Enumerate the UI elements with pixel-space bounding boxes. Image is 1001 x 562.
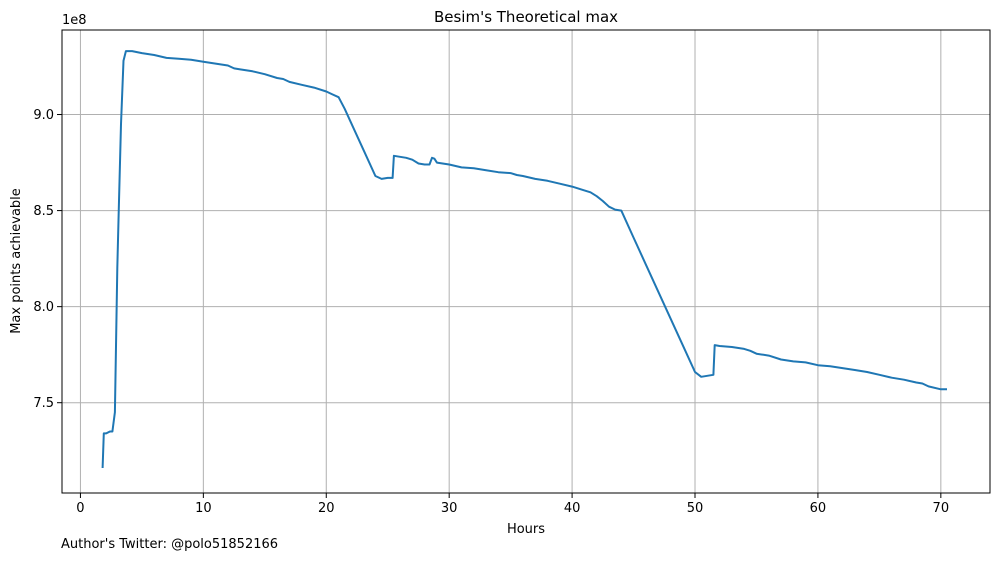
series-layer (101, 50, 947, 469)
y-tick-label: 8.5 (33, 204, 54, 219)
y-tick-label: 8.0 (33, 300, 54, 315)
x-tick-label: 70 (933, 501, 950, 516)
grid (62, 30, 990, 493)
y-axis-label: Max points achievable (9, 188, 24, 334)
y-tick-label: 9.0 (33, 108, 54, 123)
y-tick-label: 7.5 (33, 396, 54, 411)
x-tick-label: 10 (195, 501, 212, 516)
x-tick-label: 50 (687, 501, 704, 516)
x-tick-label: 30 (441, 501, 458, 516)
y-offset-text: 1e8 (62, 13, 87, 28)
x-axis-label: Hours (507, 522, 545, 537)
x-tick-label: 20 (318, 501, 335, 516)
x-tick-label: 0 (76, 501, 84, 516)
x-tick-label: 40 (564, 501, 581, 516)
chart-title: Besim's Theoretical max (434, 8, 618, 26)
x-axis-ticks: 0 10 20 30 40 50 60 70 (76, 493, 949, 516)
series-line (101, 50, 947, 469)
plot-frame (61, 29, 991, 494)
y-axis-ticks: 7.5 8.0 8.5 9.0 (33, 108, 62, 411)
author-footnote: Author's Twitter: @polo51852166 (61, 537, 279, 552)
x-tick-label: 60 (810, 501, 827, 516)
